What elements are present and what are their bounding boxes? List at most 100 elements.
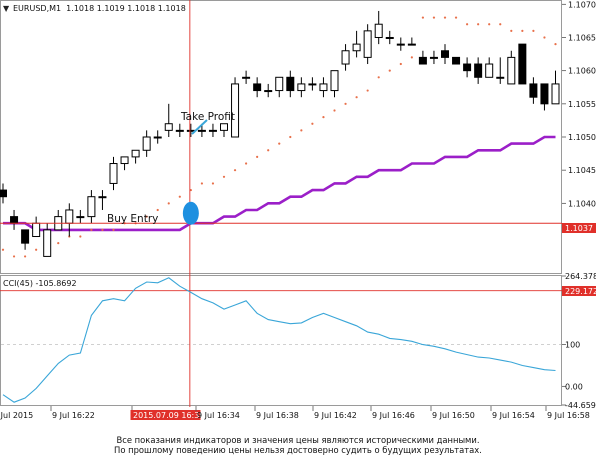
sar-dot bbox=[421, 16, 424, 19]
sar-dot bbox=[510, 29, 513, 32]
candle-body bbox=[418, 56, 427, 65]
candle-body bbox=[308, 83, 317, 86]
candle-body bbox=[253, 83, 262, 92]
sar-dot bbox=[112, 228, 115, 231]
cci-axis-label: 264.3789 bbox=[565, 272, 596, 281]
candle-body bbox=[10, 216, 19, 224]
price-axis-label: 1.1055 bbox=[568, 100, 596, 109]
candle-body bbox=[463, 63, 472, 72]
disclaimer-line-1: Все показания индикаторов и значения цен… bbox=[116, 435, 480, 445]
cci-pane[interactable] bbox=[0, 275, 562, 406]
time-axis-label: 9 Jul 16:50 bbox=[432, 411, 475, 420]
take-profit-pointer-line bbox=[191, 119, 208, 135]
sar-dot bbox=[145, 215, 148, 218]
price-axis-label: 1.1050 bbox=[568, 133, 596, 142]
sar-dot bbox=[333, 109, 336, 112]
price-axis-label: 1.1070 bbox=[568, 0, 596, 9]
sar-dot bbox=[466, 23, 469, 26]
candle-body bbox=[385, 36, 394, 39]
chart-dropdown-icon[interactable]: ▼ bbox=[3, 4, 10, 13]
current-price-tag-label: 1.1037 bbox=[565, 224, 593, 233]
candle-body bbox=[98, 196, 107, 199]
moving-average-line bbox=[3, 135, 556, 232]
sar-dot bbox=[388, 69, 391, 72]
sar-dot bbox=[432, 16, 436, 19]
sar-dot bbox=[311, 122, 314, 125]
sar-dot bbox=[267, 149, 270, 152]
time-axis-label: 2015.07.09 16:30 bbox=[133, 411, 204, 420]
candle-body bbox=[21, 229, 30, 244]
sar-dot bbox=[443, 16, 447, 19]
disclaimer-line-2: По прошлому поведению цены нельзя достов… bbox=[114, 445, 482, 455]
price-pane[interactable] bbox=[0, 0, 562, 274]
take-profit-label: Take Profit bbox=[180, 111, 235, 123]
candle-body bbox=[496, 76, 505, 79]
candle-body bbox=[540, 83, 549, 105]
price-axis-label: 1.1045 bbox=[568, 166, 596, 175]
candle-body bbox=[175, 129, 184, 132]
disclaimer: Все показания индикаторов и значения цен… bbox=[0, 435, 596, 455]
price-axis-label: 1.1060 bbox=[568, 67, 596, 76]
time-axis-highlight-tag bbox=[130, 410, 201, 420]
sar-dot bbox=[300, 129, 303, 132]
sar-dot bbox=[35, 248, 38, 251]
sar-dot bbox=[233, 169, 237, 172]
candle-body bbox=[0, 189, 7, 198]
candle-body bbox=[87, 196, 96, 218]
candle-body bbox=[396, 43, 405, 46]
sar-dot bbox=[90, 228, 93, 231]
candle-body bbox=[452, 56, 461, 65]
candle-body bbox=[231, 83, 240, 138]
sar-dot bbox=[521, 29, 524, 32]
candle-body bbox=[208, 129, 217, 132]
sar-dot bbox=[156, 208, 159, 212]
sar-dot bbox=[355, 96, 358, 99]
sar-dot bbox=[12, 255, 16, 258]
sar-dot bbox=[167, 202, 170, 205]
sar-dot bbox=[344, 102, 347, 105]
sar-dot bbox=[532, 29, 535, 32]
candle-body bbox=[518, 43, 527, 85]
sar-dot bbox=[399, 62, 402, 66]
candle-body bbox=[109, 163, 118, 184]
sar-dot bbox=[454, 16, 458, 19]
sar-dot bbox=[200, 182, 203, 185]
candle-body bbox=[551, 83, 560, 105]
sar-dot bbox=[377, 76, 380, 79]
sar-dot bbox=[410, 56, 413, 59]
symbol-info: EURUSD,M1 1.1018 1.1019 1.1018 1.1018 bbox=[13, 4, 186, 13]
candlestick-series bbox=[0, 10, 560, 257]
buy-entry-marker[interactable] bbox=[182, 201, 199, 225]
cci-axis-label: -44.6594 bbox=[565, 401, 596, 410]
sar-dot bbox=[322, 115, 325, 119]
time-axis-label: 9 Jul 16:46 bbox=[372, 411, 415, 420]
time-axis-label: 9 Jul 16:38 bbox=[256, 411, 299, 420]
candle-body bbox=[32, 222, 41, 238]
candle-body bbox=[264, 90, 273, 93]
sar-dot bbox=[1, 248, 5, 251]
sar-dot bbox=[79, 235, 82, 238]
candle-body bbox=[441, 50, 449, 58]
candle-body bbox=[297, 83, 306, 92]
candle-body bbox=[363, 30, 372, 58]
time-axis-label: 9 Jul 16:42 bbox=[314, 411, 357, 420]
candle-body bbox=[76, 216, 85, 219]
sar-dot bbox=[57, 242, 60, 245]
sar-dot bbox=[256, 155, 259, 159]
cci-indicator-line bbox=[2, 277, 556, 403]
candle-body bbox=[529, 83, 538, 98]
price-axis: 1.1070 1.1065 1.1060 1.1055 1.1050 1.1045 1.10… bbox=[562, 0, 596, 208]
cci-level-tag bbox=[562, 286, 596, 296]
candle-body bbox=[142, 136, 151, 151]
sar-dot bbox=[245, 162, 248, 165]
cci-level-tag-label: 229.172 bbox=[565, 287, 596, 296]
candle-body bbox=[220, 123, 228, 131]
time-axis-label: 9 Jul 16:54 bbox=[492, 411, 535, 420]
time-axis-label: 9 Jul 16:34 bbox=[197, 411, 240, 420]
price-axis-label: 1.1065 bbox=[568, 33, 596, 42]
current-price-tag bbox=[562, 223, 596, 233]
sar-dot bbox=[289, 135, 292, 139]
candle-body bbox=[507, 56, 516, 85]
